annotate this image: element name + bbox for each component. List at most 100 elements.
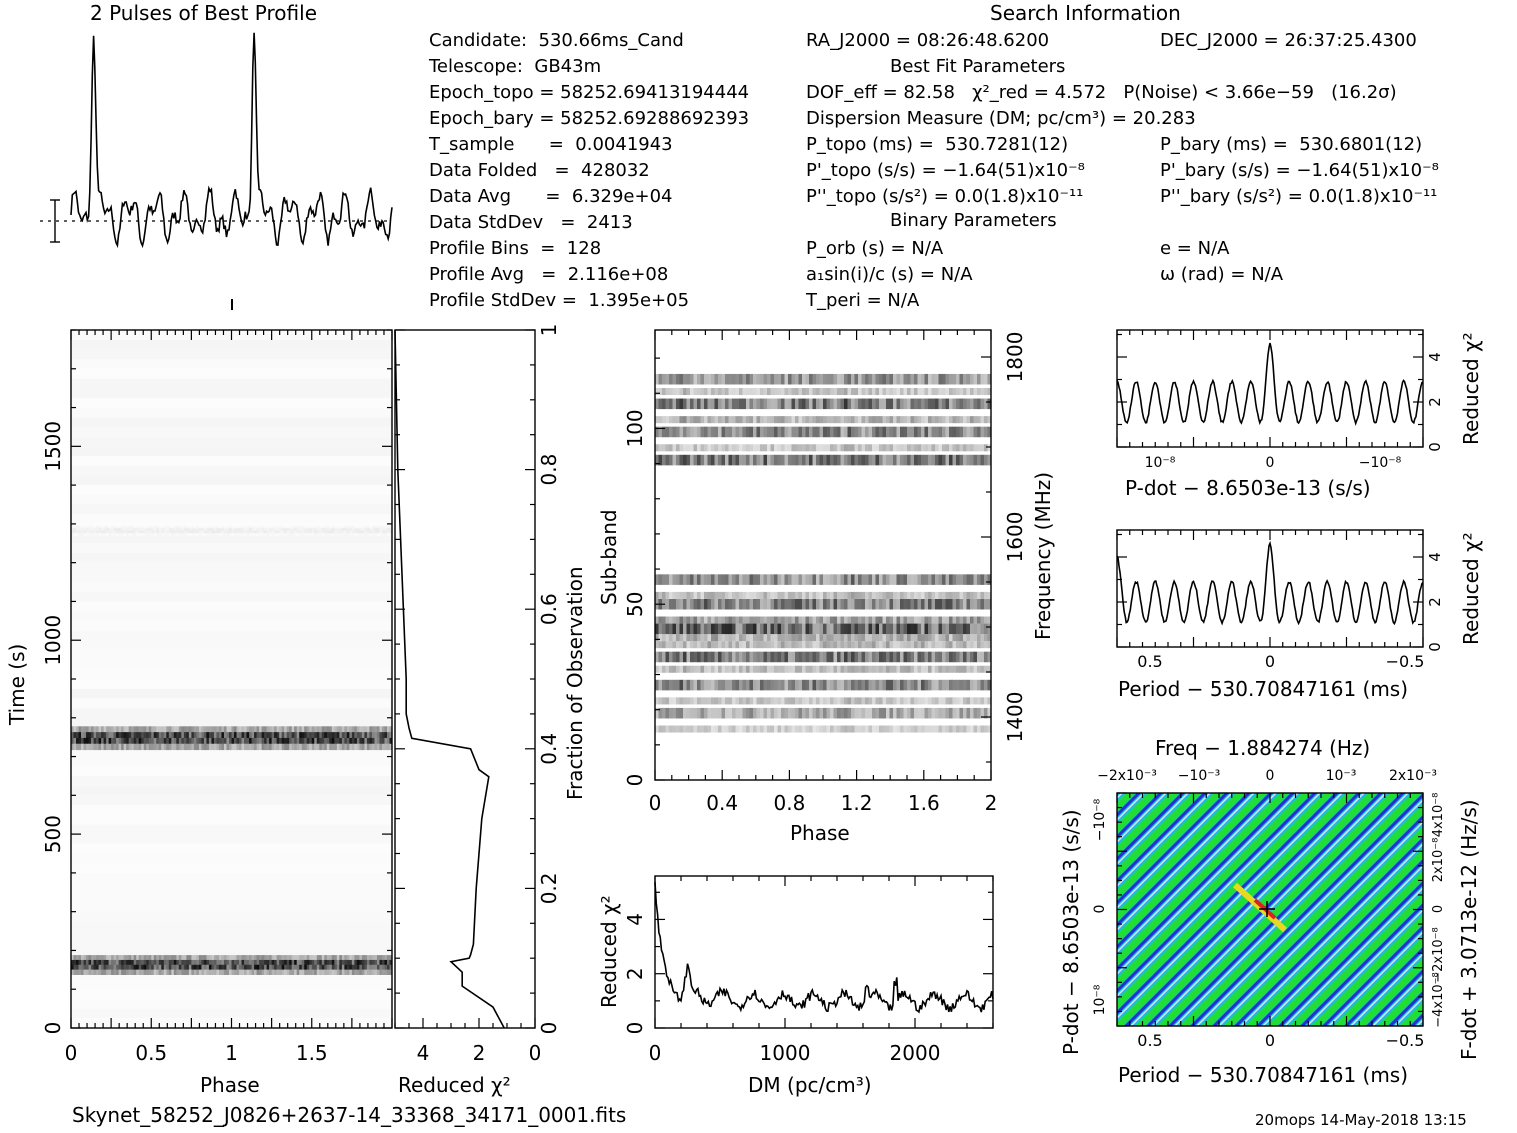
info-left-line: T_sample = 0.0041943	[428, 134, 673, 155]
time-phase-ytick: 1000	[41, 615, 65, 666]
time-phase-xtick: 1	[225, 1041, 238, 1065]
info-right-line: P'_bary (s/s) = −1.64(51)x10⁻⁸	[1160, 160, 1439, 181]
freq-tick: 0	[1266, 768, 1275, 784]
info-right-line: P''_bary (s/s²) = 0.0(1.8)x10⁻¹¹	[1160, 186, 1437, 207]
info-left-line: Profile Bins = 128	[429, 238, 601, 259]
dm-ytick: 0	[623, 1022, 647, 1035]
pdot-xtick: 10⁻⁸	[1145, 455, 1176, 471]
info-right-line: DEC_J2000 = 26:37:25.4300	[1160, 30, 1417, 51]
fdot-tick: −4x10⁻⁸	[1431, 972, 1446, 1027]
fraction-ytick: 0.2	[537, 872, 561, 904]
info-left-line: Data StdDev = 2413	[429, 212, 633, 233]
dm-ylabel: Reduced χ²	[597, 895, 621, 1008]
bary-info-block: DEC_J2000 = 26:37:25.4300 P_bary (ms) = 5…	[1160, 30, 1439, 285]
search-info-title: Search Information	[990, 1, 1181, 25]
profile-title: 2 Pulses of Best Profile	[90, 1, 317, 25]
subband-xtick: 2	[985, 791, 998, 815]
time-chi2-xtick: 2	[473, 1041, 486, 1065]
time-phase-xtick: 0.5	[135, 1041, 167, 1065]
pdot-chi2-curve	[1116, 342, 1424, 427]
subband-xtick: 0.8	[773, 791, 805, 815]
fdot-tick: 0	[1431, 905, 1446, 913]
fit-info-block: RA_J2000 = 08:26:48.6200 DOF_eff = 82.58 …	[805, 30, 1397, 311]
freq-tick: 10⁻³	[1326, 768, 1357, 784]
best-fit-marker	[1259, 901, 1275, 917]
frequency-ylabel: Frequency (MHz)	[1031, 472, 1055, 640]
time-phase-xtick: 0	[65, 1041, 78, 1065]
subband-xtick: 0	[649, 791, 662, 815]
p-pdot-xtick: 0.5	[1137, 1031, 1162, 1050]
subband-ytick: 0	[623, 774, 647, 787]
subband-ylabel: Sub-band	[597, 509, 621, 605]
info-left-line: Epoch_topo = 58252.69413194444	[429, 82, 749, 103]
pdot-chi2-plot: 10⁻⁸ 0 −10⁻⁸ 0 2 4 P-dot − 8.6503e-13 (s/s) R…	[1116, 329, 1483, 500]
dm-xtick: 1000	[760, 1041, 811, 1065]
info-left-line: Candidate: 530.66ms_Cand	[429, 30, 684, 51]
time-chi2-xtick: 4	[417, 1041, 430, 1065]
freq-tick: −10⁻³	[1178, 768, 1221, 784]
subband-xtick: 1.6	[908, 791, 940, 815]
info-right-line: ω (rad) = N/A	[1160, 264, 1284, 285]
info-mid-line: T_peri = N/A	[805, 290, 920, 311]
time-phase-xlabel: Phase	[200, 1073, 260, 1097]
pdot-ytick: 0	[1426, 442, 1444, 452]
frequency-ytick: 1600	[1003, 512, 1027, 563]
pdot-plane-ytick: 0	[1092, 905, 1108, 914]
time-chi2-xlabel: Reduced χ²	[398, 1073, 511, 1097]
fits-filename: Skynet_58252_J0826+2637-14_33368_34171_0…	[72, 1103, 626, 1127]
p-pdot-ylabel: P-dot − 8.6503e-13 (s/s)	[1059, 809, 1083, 1055]
info-right-line: P_bary (ms) = 530.6801(12)	[1160, 134, 1422, 155]
info-mid-line: Dispersion Measure (DM; pc/cm³) = 20.283	[806, 108, 1196, 129]
fraction-ytick: 0.4	[537, 733, 561, 765]
period-xtick: 0	[1265, 652, 1275, 671]
time-chi2-plot: 4 2 0 0 0.2 0.4 0.6 0.8 1 Reduced χ² Fraction of…	[394, 324, 587, 1097]
time-chi2-frame	[394, 329, 536, 1029]
info-left-line: Data Folded = 428032	[429, 160, 650, 181]
dm-chi2-frame	[654, 875, 994, 1029]
subband-xtick: 1.2	[841, 791, 873, 815]
subband-xtick: 0.4	[706, 791, 738, 815]
dm-ytick: 2	[623, 967, 647, 980]
pdot-chi2-frame	[1116, 329, 1424, 448]
dm-chi2-curve	[654, 882, 994, 1014]
freq-tick: −2x10⁻³	[1097, 768, 1157, 784]
pdot-xlabel: P-dot − 8.6503e-13 (s/s)	[1125, 476, 1371, 500]
info-left-line: Telescope: GB43m	[428, 56, 601, 77]
period-xtick: −0.5	[1386, 652, 1425, 671]
subband-ytick: 50	[623, 591, 647, 616]
info-mid-line: DOF_eff = 82.58 χ²_red = 4.572 P(Noise) …	[806, 82, 1397, 103]
info-mid-line: P_topo (ms) = 530.7281(12)	[806, 134, 1068, 155]
info-mid-line: P'_topo (s/s) = −1.64(51)x10⁻⁸	[806, 160, 1085, 181]
pdot-ylabel: Reduced χ²	[1459, 332, 1483, 445]
info-mid-line: a₁sin(i)/c (s) = N/A	[806, 264, 973, 285]
p-pdot-xtick: 0	[1265, 1031, 1275, 1050]
candidate-info-block: Candidate: 530.66ms_Cand Telescope: GB43m…	[428, 30, 749, 311]
time-phase-ytick: 500	[41, 815, 65, 853]
time-phase-xtick: 1.5	[296, 1041, 328, 1065]
pdot-xtick: 0	[1266, 455, 1275, 471]
info-left-line: Profile Avg = 2.116e+08	[429, 264, 668, 285]
period-ytick: 4	[1426, 552, 1444, 562]
info-right-line: e = N/A	[1160, 238, 1230, 259]
p-pdot-plane: 0.5 0 −0.5 −2x10⁻³ −10⁻³ 0 10⁻³ 2x10⁻³ 10⁻⁸ 0 −10⁻…	[1059, 736, 1481, 1087]
period-chi2-curve	[1116, 540, 1424, 626]
fraction-ytick: 0.8	[537, 454, 561, 486]
dm-chi2-plot: 0 1000 2000 0 2 4 DM (pc/cm³) Reduced χ²	[597, 875, 994, 1097]
pdot-xtick: −10⁻⁸	[1359, 455, 1402, 471]
timestamp: 20mops 14-May-2018 13:15	[1255, 1111, 1467, 1129]
period-ytick: 2	[1426, 597, 1444, 607]
period-ytick: 0	[1426, 642, 1444, 652]
pdot-plane-ytick: 10⁻⁸	[1092, 984, 1108, 1015]
period-xtick: 0.5	[1137, 652, 1162, 671]
p-pdot-ylabel-right: F-dot + 3.0713e-12 (Hz/s)	[1457, 799, 1481, 1060]
pdot-ytick: 4	[1426, 352, 1444, 362]
fdot-tick: 4x10⁻⁸	[1431, 793, 1446, 838]
time-chi2-ylabel: Fraction of Observation	[563, 566, 587, 800]
info-left-line: Data Avg = 6.329e+04	[429, 186, 672, 207]
time-phase-ylabel: Time (s)	[5, 644, 29, 726]
dm-ytick: 4	[623, 913, 647, 926]
profile-plot	[40, 32, 393, 310]
info-mid-line: RA_J2000 = 08:26:48.6200	[806, 30, 1049, 51]
